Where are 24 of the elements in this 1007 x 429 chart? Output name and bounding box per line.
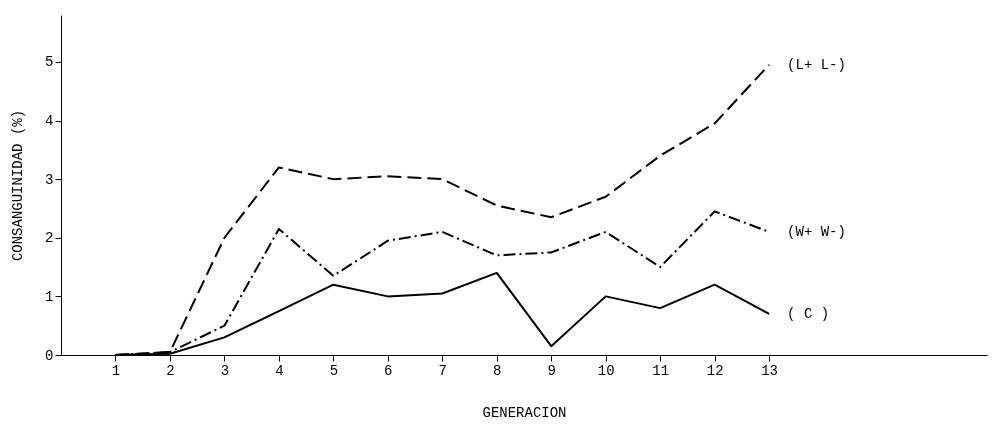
x-tick-label: 9 bbox=[547, 362, 556, 379]
x-tick-label: 6 bbox=[384, 362, 393, 379]
x-axis-title: GENERACION bbox=[482, 404, 567, 421]
x-tick-label: 1 bbox=[111, 362, 121, 379]
x-tick-label: 5 bbox=[329, 362, 339, 379]
y-tick-label: 4 bbox=[45, 113, 54, 130]
y-tick-label: 0 bbox=[45, 347, 54, 364]
series-label: ( C ) bbox=[787, 305, 830, 322]
series-label: (W+ W-) bbox=[787, 223, 846, 240]
x-tick-label: 3 bbox=[220, 362, 230, 379]
x-tick-label: 12 bbox=[706, 362, 724, 379]
x-tick-label: 8 bbox=[493, 362, 502, 379]
y-tick-label: 1 bbox=[45, 288, 54, 305]
x-tick-label: 4 bbox=[275, 362, 284, 379]
x-tick-label: 2 bbox=[166, 362, 175, 379]
x-tick-label: 11 bbox=[652, 362, 670, 379]
y-tick-label: 5 bbox=[45, 54, 54, 71]
y-tick-label: 3 bbox=[45, 171, 54, 188]
x-tick-label: 13 bbox=[761, 362, 779, 379]
series-label: (L+ L-) bbox=[787, 56, 846, 73]
x-tick-label: 10 bbox=[597, 362, 615, 379]
x-tick-label: 7 bbox=[438, 362, 447, 379]
y-tick-label: 2 bbox=[45, 230, 54, 247]
y-axis-title: CONSANGUINIDAD (%) bbox=[10, 109, 27, 262]
